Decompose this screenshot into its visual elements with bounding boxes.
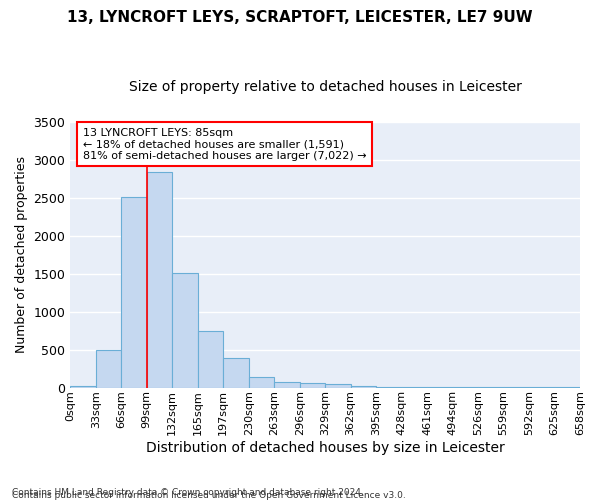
- Bar: [96, 350, 121, 388]
- Bar: [223, 358, 248, 388]
- Bar: [248, 376, 274, 388]
- Y-axis label: Number of detached properties: Number of detached properties: [15, 156, 28, 353]
- X-axis label: Distribution of detached houses by size in Leicester: Distribution of detached houses by size …: [146, 441, 505, 455]
- Title: Size of property relative to detached houses in Leicester: Size of property relative to detached ho…: [129, 80, 521, 94]
- Text: 13, LYNCROFT LEYS, SCRAPTOFT, LEICESTER, LE7 9UW: 13, LYNCROFT LEYS, SCRAPTOFT, LEICESTER,…: [67, 10, 533, 25]
- Text: 13 LYNCROFT LEYS: 85sqm
← 18% of detached houses are smaller (1,591)
81% of semi: 13 LYNCROFT LEYS: 85sqm ← 18% of detache…: [83, 128, 367, 161]
- Bar: [325, 384, 350, 388]
- Bar: [376, 387, 401, 388]
- Bar: [350, 386, 376, 388]
- Bar: [70, 386, 96, 388]
- Bar: [121, 197, 147, 388]
- Text: Contains HM Land Registry data © Crown copyright and database right 2024.: Contains HM Land Registry data © Crown c…: [12, 488, 364, 497]
- Bar: [147, 172, 172, 388]
- Bar: [172, 273, 198, 388]
- Bar: [274, 382, 299, 388]
- Bar: [299, 384, 325, 388]
- Bar: [198, 330, 223, 388]
- Text: Contains public sector information licensed under the Open Government Licence v3: Contains public sector information licen…: [12, 491, 406, 500]
